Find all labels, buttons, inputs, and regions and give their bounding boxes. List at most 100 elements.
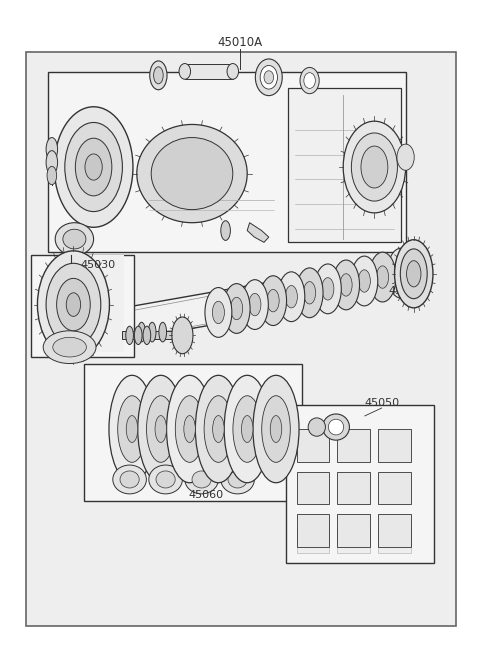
Ellipse shape (179, 64, 191, 79)
Bar (26, 52, 456, 626)
Ellipse shape (376, 266, 389, 288)
Ellipse shape (255, 59, 282, 96)
Ellipse shape (260, 276, 287, 326)
Bar (84, 364, 302, 501)
Ellipse shape (328, 419, 344, 435)
Ellipse shape (387, 248, 414, 298)
Ellipse shape (75, 138, 112, 196)
Ellipse shape (134, 326, 142, 345)
Ellipse shape (361, 146, 388, 188)
Bar (122, 331, 187, 339)
Ellipse shape (221, 221, 230, 240)
Ellipse shape (155, 415, 167, 443)
Ellipse shape (109, 375, 155, 483)
Ellipse shape (46, 138, 58, 161)
Ellipse shape (138, 322, 145, 342)
Ellipse shape (304, 73, 315, 88)
Bar (71, 255, 124, 352)
Ellipse shape (46, 151, 58, 174)
Ellipse shape (118, 396, 146, 462)
Ellipse shape (184, 415, 195, 443)
Ellipse shape (296, 268, 323, 318)
Ellipse shape (192, 471, 211, 488)
Ellipse shape (63, 229, 86, 249)
Ellipse shape (175, 396, 204, 462)
Ellipse shape (148, 322, 156, 342)
Ellipse shape (314, 264, 341, 314)
Ellipse shape (285, 286, 298, 308)
Ellipse shape (172, 317, 193, 354)
Ellipse shape (228, 471, 247, 488)
Ellipse shape (126, 326, 133, 345)
Text: 45010A: 45010A (217, 36, 263, 49)
Bar (297, 472, 329, 504)
Bar (48, 72, 406, 252)
Ellipse shape (322, 278, 334, 300)
Ellipse shape (55, 223, 94, 255)
Ellipse shape (120, 471, 139, 488)
Ellipse shape (340, 274, 352, 296)
Ellipse shape (253, 375, 299, 483)
Ellipse shape (358, 270, 371, 292)
Ellipse shape (167, 375, 213, 483)
Bar (337, 514, 370, 547)
Ellipse shape (351, 256, 378, 306)
Ellipse shape (241, 280, 268, 329)
Bar (286, 405, 434, 563)
Ellipse shape (351, 133, 397, 201)
Ellipse shape (262, 396, 290, 462)
Ellipse shape (264, 71, 274, 84)
Ellipse shape (137, 124, 247, 223)
Ellipse shape (151, 138, 233, 210)
Ellipse shape (146, 396, 175, 462)
Ellipse shape (369, 252, 396, 302)
Ellipse shape (400, 249, 427, 299)
Bar (337, 472, 370, 504)
Ellipse shape (85, 154, 102, 180)
Ellipse shape (43, 331, 96, 364)
Ellipse shape (267, 290, 279, 312)
Ellipse shape (126, 415, 138, 443)
Bar (288, 88, 401, 242)
Ellipse shape (227, 64, 239, 79)
Polygon shape (67, 255, 420, 350)
Ellipse shape (205, 288, 232, 337)
Ellipse shape (143, 326, 151, 345)
Ellipse shape (260, 66, 277, 89)
Ellipse shape (303, 282, 316, 304)
Ellipse shape (249, 293, 261, 316)
Ellipse shape (323, 414, 349, 440)
Ellipse shape (154, 67, 163, 84)
Ellipse shape (138, 375, 184, 483)
Bar (337, 429, 370, 462)
Bar (185, 64, 233, 79)
Bar (297, 514, 329, 547)
Ellipse shape (395, 262, 407, 284)
Ellipse shape (308, 418, 325, 436)
Ellipse shape (47, 166, 57, 185)
Bar (297, 527, 329, 553)
Ellipse shape (65, 122, 122, 212)
Ellipse shape (407, 261, 421, 287)
Text: 45060: 45060 (189, 489, 224, 500)
Ellipse shape (213, 415, 224, 443)
Ellipse shape (185, 465, 218, 494)
Ellipse shape (343, 121, 406, 213)
Ellipse shape (113, 465, 146, 494)
Polygon shape (247, 223, 269, 242)
Ellipse shape (397, 144, 414, 170)
Ellipse shape (66, 293, 81, 316)
Ellipse shape (230, 297, 243, 320)
Ellipse shape (223, 284, 250, 333)
Ellipse shape (221, 465, 254, 494)
Ellipse shape (57, 278, 90, 331)
Ellipse shape (278, 272, 305, 322)
Ellipse shape (204, 396, 233, 462)
Ellipse shape (53, 337, 86, 357)
Ellipse shape (241, 415, 253, 443)
Ellipse shape (156, 471, 175, 488)
Ellipse shape (54, 107, 133, 227)
Ellipse shape (46, 263, 101, 346)
Ellipse shape (149, 465, 182, 494)
Bar (297, 429, 329, 462)
